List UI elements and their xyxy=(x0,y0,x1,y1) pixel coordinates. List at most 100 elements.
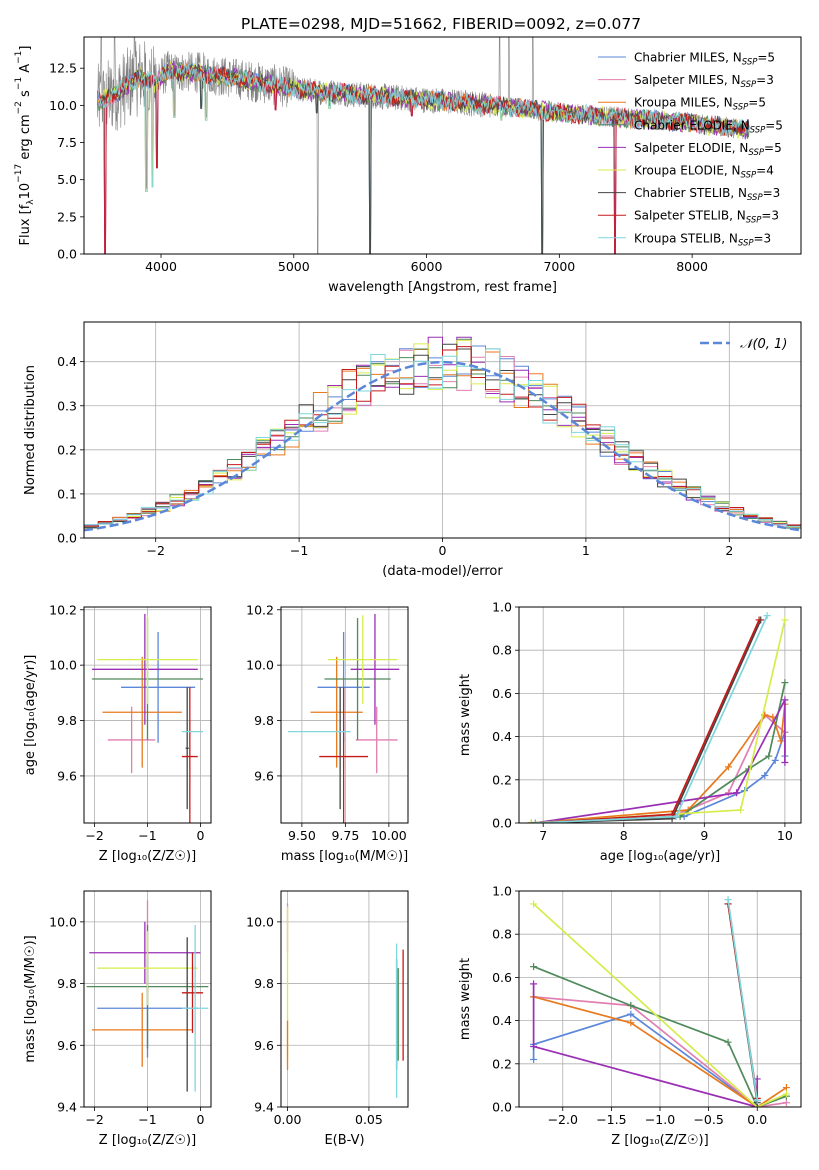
x-axis-label: (data-model)/error xyxy=(382,564,503,579)
weight-marker xyxy=(627,1019,635,1027)
weight-marker xyxy=(733,789,741,797)
weight-series-line xyxy=(535,615,768,823)
x-axis-label: mass [log₁₀(M/M☉)] xyxy=(281,849,408,864)
weight-marker xyxy=(782,1099,790,1107)
weight-series-line xyxy=(533,995,787,1107)
x-tick-label: 7 xyxy=(539,828,547,843)
y-tick-label: 9.8 xyxy=(254,713,274,728)
y-tick-label: 0.2 xyxy=(492,772,512,787)
y-tick-label: 1.0 xyxy=(492,600,512,615)
weight-series-line xyxy=(534,699,786,823)
x-tick-label: −1.5 xyxy=(596,1112,626,1127)
y-tick-label: 9.4 xyxy=(57,1100,77,1115)
y-label-part: ] xyxy=(18,46,33,51)
y-tick-label: 10.0 xyxy=(246,658,274,673)
spectrum-panel: 4000 5000 6000 7000 8000 0.0 2.5 5.0 7.5 10.0 12.5… xyxy=(14,36,802,295)
x-tick-label: 0.0 xyxy=(747,1112,767,1127)
y-tick-label: 0.0 xyxy=(492,816,512,831)
legend-subscript: SSP xyxy=(741,171,757,181)
weight-series-line xyxy=(531,732,786,823)
age-vs-mass-panel: 9.50 9.75 10.00 9.6 9.8 10.0 10.2 mass [log₁₀(M… xyxy=(246,602,409,864)
residuals-panel: −2 −1 0 1 2 0.0 0.1 0.2 0.3 0.4 (data-model)/error… xyxy=(23,321,802,579)
legend-text-tail: =4 xyxy=(756,164,774,178)
legend-text: Salpeter STELIB, N xyxy=(634,209,746,223)
spectrum-y-axis-label: Flux [fλ10−17 erg cm−2 s−1 A−1] xyxy=(14,46,36,246)
y-tick-label: 0.4 xyxy=(492,729,512,744)
age-vs-mass-plot-area xyxy=(287,613,400,823)
y-tick-label: 0.3 xyxy=(57,398,77,413)
weight-marker xyxy=(530,1055,538,1063)
x-axis-label: E(B-V) xyxy=(324,1133,364,1148)
mass-vs-metallicity-panel: −2 −1 0 9.4 9.6 9.8 10.0 Z [log₁₀(Z/Z☉)] mass [l… xyxy=(23,890,212,1148)
weight-marker xyxy=(781,616,789,624)
y-tick-label: 1.0 xyxy=(492,884,512,899)
model-spectrum-line xyxy=(97,61,749,254)
y-tick-label: 0.4 xyxy=(492,1013,512,1028)
x-tick-label: 5000 xyxy=(278,259,310,274)
legend-text: Chabrier STELIB, N xyxy=(634,186,747,200)
weight-marker xyxy=(781,759,789,767)
legend-text: Salpeter ELODIE, N xyxy=(634,141,748,155)
x-tick-label: 10.00 xyxy=(371,828,407,843)
age-vs-metallicity-plot-area xyxy=(91,613,204,823)
y-tick-label: 2.5 xyxy=(57,209,77,224)
weight-series-line xyxy=(533,995,787,1107)
weight-marker xyxy=(755,616,763,624)
y-label-part: λ xyxy=(26,199,36,205)
x-tick-label: −1 xyxy=(138,1112,156,1127)
model-spectrum-line xyxy=(97,62,750,254)
panels-container: 4000 5000 6000 7000 80000.02.55.07.510.012.5… xyxy=(14,36,802,1148)
x-tick-label: −1 xyxy=(290,543,308,558)
legend-entry: Kroupa ELODIE, NSSP=4 xyxy=(634,164,774,181)
weight-marker xyxy=(782,1090,790,1098)
axes-frame xyxy=(83,890,212,1108)
weight-marker xyxy=(672,813,680,821)
x-tick-label: 0.00 xyxy=(274,1112,302,1127)
weight-marker xyxy=(753,1097,761,1105)
weight-marker xyxy=(781,679,789,687)
y-tick-label: 10.2 xyxy=(49,602,77,617)
weight-marker xyxy=(627,1001,635,1009)
y-label-part: s xyxy=(18,90,33,101)
y-label-part: −1 xyxy=(14,51,24,64)
weight-marker xyxy=(724,763,732,771)
y-tick-label: 0.0 xyxy=(57,247,77,262)
weight-marker xyxy=(531,819,539,823)
legend-text: Kroupa STELIB, N xyxy=(634,231,738,245)
x-tick-label: 0 xyxy=(196,1112,204,1127)
legend-text: Kroupa ELODIE, N xyxy=(634,164,741,178)
weight-marker xyxy=(627,1010,635,1018)
y-tick-label: 9.6 xyxy=(254,768,274,783)
weight-series-line xyxy=(727,899,759,1101)
x-axis-label: wavelength [Angstrom, rest frame] xyxy=(328,280,557,295)
axes-frame xyxy=(518,890,802,1108)
y-tick-label: 9.6 xyxy=(57,768,77,783)
legend-text-tail: =5 xyxy=(757,51,775,65)
legend-entry: Kroupa STELIB, NSSP=3 xyxy=(634,231,771,248)
legend-text: Salpeter MILES, N xyxy=(634,73,741,87)
x-tick-label: 0 xyxy=(196,828,204,843)
weight-marker xyxy=(763,612,771,620)
weight-vs-metallicity-panel: −2.0 −1.5 −1.0 −0.5 0.0 0.0 0.2 0.4 0.6 0.8 1.0 Z [… xyxy=(458,884,802,1148)
weight-marker xyxy=(530,980,538,988)
axes-frame xyxy=(280,890,409,1108)
y-tick-label: 0.8 xyxy=(492,643,512,658)
y-tick-label: 9.8 xyxy=(57,976,77,991)
y-tick-label: 9.4 xyxy=(254,1100,274,1115)
legend-text-tail: =5 xyxy=(748,96,766,110)
x-tick-label: 2 xyxy=(725,543,733,558)
legend-subscript: SSP xyxy=(747,193,763,203)
legend-subscript: SSP xyxy=(738,238,754,248)
y-tick-label: 10.0 xyxy=(49,98,77,113)
y-tick-label: 7.5 xyxy=(57,135,77,150)
weight-marker xyxy=(781,696,789,704)
y-label-part: −2 xyxy=(14,101,24,114)
legend-subscript: SSP xyxy=(748,148,764,158)
weight-series-line xyxy=(532,983,759,1107)
y-tick-label: 9.6 xyxy=(254,1038,274,1053)
y-tick-label: 0.0 xyxy=(492,1100,512,1115)
weight-marker xyxy=(527,819,535,823)
mass-vs-metallicity-plot-area xyxy=(86,900,209,1092)
